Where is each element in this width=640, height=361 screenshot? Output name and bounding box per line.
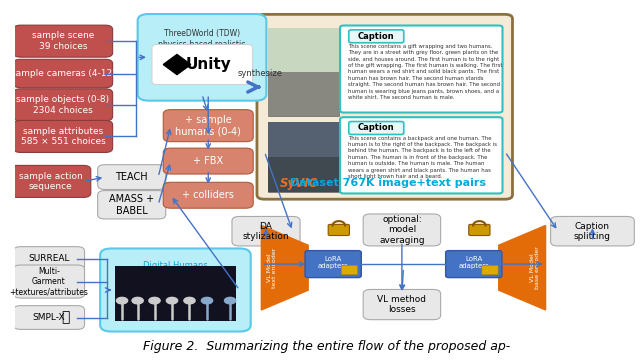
FancyBboxPatch shape [550, 217, 634, 246]
FancyBboxPatch shape [482, 265, 498, 275]
Bar [268, 72, 339, 116]
Polygon shape [499, 226, 545, 310]
FancyBboxPatch shape [13, 89, 113, 121]
Text: Multi-
Garment
+textures/attributes: Multi- Garment +textures/attributes [10, 267, 88, 296]
FancyBboxPatch shape [100, 248, 251, 331]
FancyBboxPatch shape [13, 265, 84, 298]
Bar [268, 157, 339, 192]
FancyBboxPatch shape [349, 30, 404, 43]
Circle shape [202, 297, 212, 304]
Text: TEACH: TEACH [115, 172, 148, 182]
FancyBboxPatch shape [340, 26, 502, 113]
Text: SURREAL: SURREAL [28, 254, 70, 263]
Text: ThreeDWorld (TDW)
physics-based realistic
simulation platform: ThreeDWorld (TDW) physics-based realisti… [158, 30, 246, 59]
FancyBboxPatch shape [10, 165, 91, 197]
Polygon shape [261, 226, 308, 310]
Bar [268, 122, 339, 157]
FancyBboxPatch shape [468, 225, 490, 235]
Text: VL Model
text encoder: VL Model text encoder [266, 247, 277, 288]
Bar [115, 266, 236, 321]
FancyBboxPatch shape [163, 110, 253, 142]
Text: This scene contains a backpack and one human. The
human is to the right of the b: This scene contains a backpack and one h… [348, 135, 497, 179]
FancyBboxPatch shape [363, 214, 440, 246]
Text: VL method
losses: VL method losses [378, 295, 426, 314]
Text: optional:
model
averaging: optional: model averaging [379, 215, 425, 245]
Polygon shape [163, 55, 191, 75]
Text: Dataset 767K image+text pairs: Dataset 767K image+text pairs [286, 178, 486, 188]
FancyBboxPatch shape [13, 59, 113, 88]
Text: sample action
sequence: sample action sequence [19, 172, 83, 191]
Text: synthesize: synthesize [237, 69, 282, 78]
Text: AMASS +
BABEL: AMASS + BABEL [109, 194, 154, 216]
Text: SyVIC: SyVIC [280, 177, 318, 190]
Text: 🚶: 🚶 [61, 310, 70, 325]
Circle shape [166, 297, 178, 304]
Circle shape [225, 297, 236, 304]
FancyBboxPatch shape [341, 265, 358, 275]
FancyBboxPatch shape [305, 251, 362, 278]
Text: Digital Humans: Digital Humans [143, 261, 208, 270]
Bar [268, 28, 339, 116]
FancyBboxPatch shape [328, 225, 349, 235]
FancyBboxPatch shape [363, 290, 440, 320]
FancyBboxPatch shape [340, 117, 502, 193]
Text: sample attributes
585 × 551 choices: sample attributes 585 × 551 choices [20, 127, 106, 146]
FancyBboxPatch shape [13, 247, 84, 270]
Circle shape [116, 297, 127, 304]
Text: Figure 2.  Summarizing the entire flow of the proposed ap-: Figure 2. Summarizing the entire flow of… [143, 340, 511, 353]
FancyBboxPatch shape [257, 14, 513, 199]
FancyBboxPatch shape [98, 191, 166, 219]
FancyBboxPatch shape [13, 121, 113, 152]
Text: Caption
splitting: Caption splitting [574, 222, 611, 241]
Circle shape [149, 297, 160, 304]
Text: LoRA
adapters: LoRA adapters [318, 256, 349, 269]
Text: sample objects (0-8)
2304 choices: sample objects (0-8) 2304 choices [17, 95, 109, 114]
Text: sample scene
39 choices: sample scene 39 choices [32, 31, 94, 51]
Text: + sample
humans (0-4): + sample humans (0-4) [175, 115, 241, 136]
FancyBboxPatch shape [13, 25, 113, 57]
Text: VL Model
base encoder: VL Model base encoder [529, 246, 540, 289]
Text: + FBX: + FBX [193, 156, 223, 166]
FancyBboxPatch shape [152, 44, 253, 84]
FancyBboxPatch shape [445, 251, 502, 278]
FancyBboxPatch shape [163, 182, 253, 208]
Text: SMPL-X: SMPL-X [33, 313, 65, 322]
Text: Unity: Unity [186, 57, 231, 72]
Text: LoRA
adapters: LoRA adapters [458, 256, 489, 269]
Text: This scene contains a gift wrapping and two humans.
They are in a street with gr: This scene contains a gift wrapping and … [348, 44, 502, 100]
Text: Caption: Caption [358, 123, 395, 132]
FancyBboxPatch shape [232, 217, 300, 246]
Text: sample cameras (4-12): sample cameras (4-12) [11, 69, 115, 78]
Circle shape [132, 297, 143, 304]
Bar [268, 28, 339, 72]
FancyBboxPatch shape [13, 306, 84, 329]
Circle shape [184, 297, 195, 304]
FancyBboxPatch shape [163, 148, 253, 174]
FancyBboxPatch shape [349, 122, 404, 134]
FancyBboxPatch shape [138, 14, 266, 101]
Bar [268, 122, 339, 192]
FancyBboxPatch shape [98, 165, 166, 190]
Text: + colliders: + colliders [182, 190, 234, 200]
Text: Caption: Caption [358, 32, 395, 41]
Text: DA
stylization: DA stylization [243, 222, 289, 241]
